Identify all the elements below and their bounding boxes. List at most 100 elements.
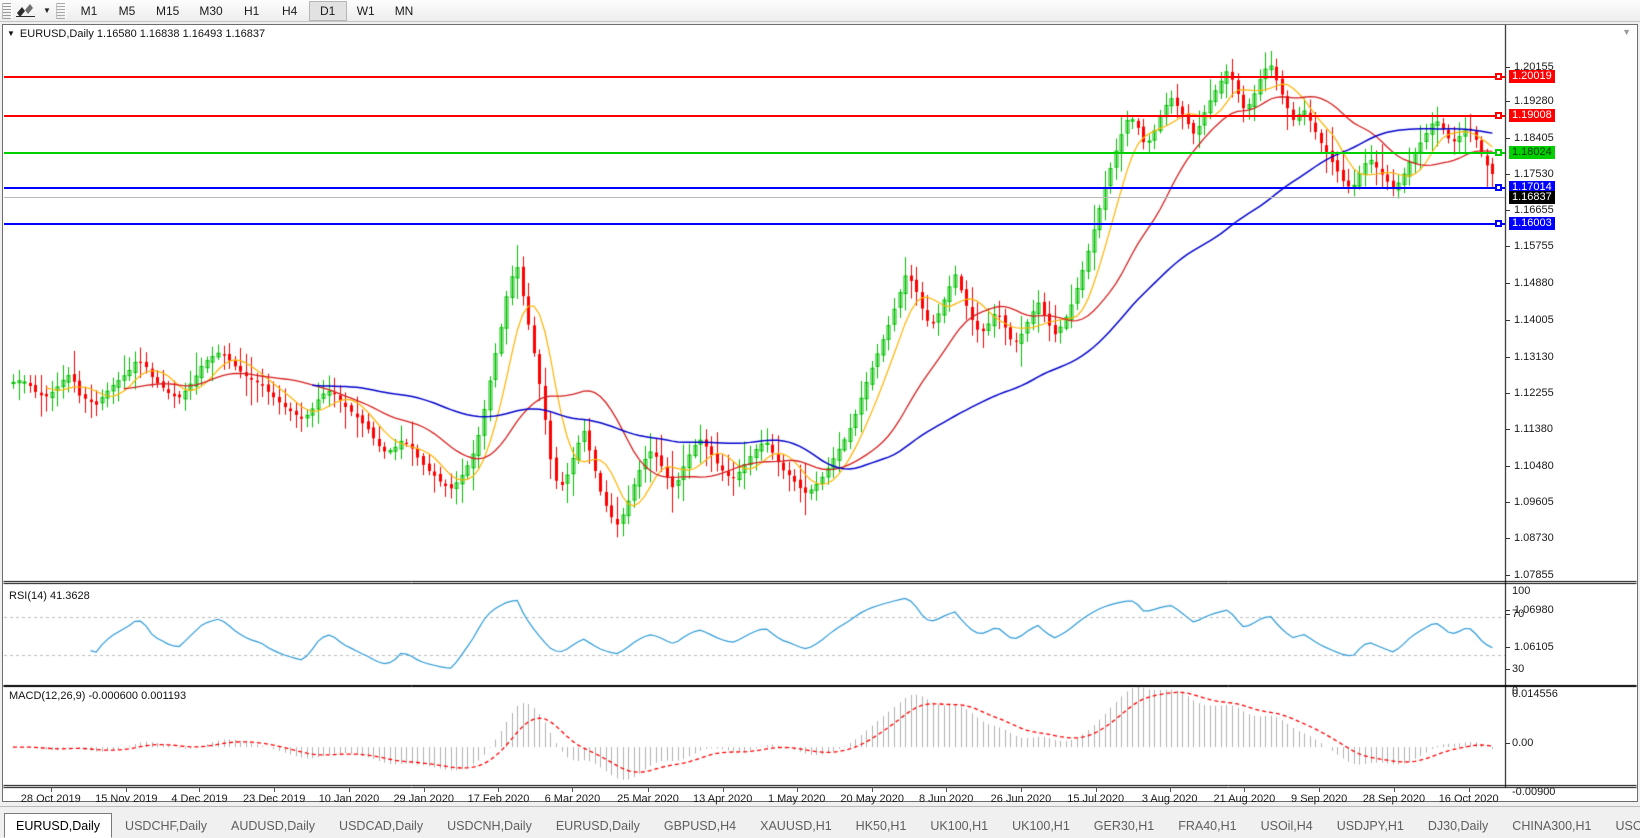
price-tick-mark (1506, 393, 1510, 394)
current-price-line (4, 197, 1505, 198)
date-tick-mark (1468, 787, 1470, 792)
horizontal-level-line[interactable] (4, 187, 1505, 189)
price-tick-label: 1.15755 (1514, 240, 1554, 252)
toolbar-separator (56, 2, 66, 19)
date-tick-mark (1244, 787, 1246, 792)
chart-tab-4[interactable]: USDCNH,Daily (447, 819, 532, 833)
rsi-tick-label: 100 (1512, 585, 1531, 597)
timeframe-button-d1[interactable]: D1 (308, 0, 347, 21)
rsi-tick-label: 0 (1512, 685, 1519, 697)
chart-tab-5[interactable]: EURUSD,Daily (555, 819, 640, 833)
price-tick-label: 1.07855 (1514, 569, 1554, 581)
chart-tab-16[interactable]: CHINA300,H1 (1512, 819, 1592, 833)
chart-tab-12[interactable]: FRA40,H1 (1178, 819, 1237, 833)
horizontal-level-line[interactable] (4, 76, 1505, 78)
horizontal-level-line[interactable] (4, 115, 1505, 117)
chart-tab-9[interactable]: UK100,H1 (930, 819, 989, 833)
timeframe-button-mn[interactable]: MN (394, 3, 414, 18)
chart-tab-8[interactable]: HK50,H1 (855, 819, 907, 833)
timeframe-button-m15[interactable]: M15 (156, 3, 180, 18)
level-price-tag[interactable]: 1.20019 (1509, 70, 1555, 83)
date-axis-label: 16 Oct 2020 (1438, 793, 1499, 805)
level-price-tag[interactable]: 1.17014 (1509, 181, 1555, 194)
date-tick-mark (1095, 787, 1097, 792)
level-price-tag[interactable]: 1.18024 (1509, 146, 1555, 159)
date-axis-label: 9 Sep 2020 (1291, 793, 1348, 805)
chart-canvas-area[interactable]: ▼ EURUSD,Daily 1.16580 1.16838 1.16493 1… (3, 25, 1637, 805)
date-tick-mark (50, 787, 52, 792)
date-axis-label: 4 Dec 2019 (171, 793, 228, 805)
timeframe-button-h4[interactable]: H4 (282, 3, 298, 18)
date-tick-mark (572, 787, 574, 792)
timeframe-button-w1[interactable]: W1 (356, 3, 375, 18)
date-axis-label: 1 May 2020 (767, 793, 826, 805)
rsi-tick-mark (1506, 669, 1510, 670)
price-tick-mark (1506, 502, 1510, 503)
indicators-icon[interactable] (14, 2, 40, 20)
price-tick-mark (1506, 538, 1510, 539)
level-line-handle[interactable] (1495, 184, 1502, 191)
price-tick-label: 1.06980 (1514, 604, 1554, 616)
timeframe-button-m30[interactable]: M30 (199, 3, 223, 18)
rsi-tick-label: 70 (1512, 608, 1525, 620)
chart-tab-6[interactable]: GBPUSD,H4 (663, 819, 737, 833)
chart-tab-13[interactable]: USOil,H4 (1260, 819, 1313, 833)
chart-overlay-layer: 1.20155 1.19280 1.18405 1.17530 1.16655 1.157… (3, 25, 1637, 805)
price-chart-canvas[interactable] (3, 25, 1637, 801)
date-axis-label: 17 Feb 2020 (467, 793, 530, 805)
chart-tab-17[interactable]: USOil,H1 (1615, 819, 1640, 833)
level-line-handle[interactable] (1495, 220, 1502, 227)
chart-tab-7[interactable]: XAUUSD,H1 (760, 819, 832, 833)
chart-tab-11[interactable]: GER30,H1 (1093, 819, 1155, 833)
chart-scroll-indicator[interactable]: ▼ (1622, 27, 1631, 37)
macd-tick-label: -0.00900 (1512, 786, 1556, 798)
price-tick-label: 1.16655 (1514, 204, 1554, 216)
level-line-handle[interactable] (1495, 73, 1502, 80)
level-price-tag[interactable]: 1.16003 (1509, 217, 1555, 230)
timeframe-button-m1[interactable]: M1 (80, 3, 98, 18)
timeframe-button-m5[interactable]: M5 (118, 3, 136, 18)
price-tick-mark (1506, 283, 1510, 284)
price-tick-mark (1506, 246, 1510, 247)
chart-tab-14[interactable]: USDJPY,H1 (1336, 819, 1404, 833)
price-tick-label: 1.08730 (1514, 532, 1554, 544)
price-tick-label: 1.20155 (1514, 61, 1554, 73)
chart-tab-15[interactable]: DJ30,Daily (1427, 819, 1489, 833)
rsi-tick-mark (1506, 614, 1510, 615)
horizontal-level-line[interactable] (4, 223, 1505, 225)
price-tick-mark (1506, 466, 1510, 467)
rsi-tick-label: 30 (1512, 663, 1525, 675)
chevron-down-icon[interactable]: ▼ (43, 6, 51, 15)
toolbar-grip[interactable] (2, 2, 12, 19)
timeframe-button-h1[interactable]: H1 (244, 3, 260, 18)
date-axis-label: 29 Jan 2020 (393, 793, 454, 805)
horizontal-level-line[interactable] (4, 152, 1505, 154)
price-tick-mark (1506, 610, 1510, 611)
price-tick-mark (1506, 138, 1510, 139)
chart-tab-0[interactable]: EURUSD,Daily (4, 813, 113, 838)
price-tick-label: 1.10480 (1514, 460, 1554, 472)
chart-tab-3[interactable]: USDCAD,Daily (339, 819, 424, 833)
timeframe-button-group: M1 M5 M15 M30 H1 H4 D1 W1 MN (70, 0, 423, 21)
date-axis-label: 21 Aug 2020 (1213, 793, 1276, 805)
date-axis-label: 10 Jan 2020 (318, 793, 380, 805)
collapse-triangle-icon[interactable]: ▼ (7, 29, 15, 38)
chart-tab-1[interactable]: USDCHF,Daily (125, 819, 207, 833)
level-line-handle[interactable] (1495, 149, 1502, 156)
date-tick-mark (796, 787, 798, 792)
date-tick-mark (872, 787, 874, 792)
chart-symbol-header: ▼ EURUSD,Daily 1.16580 1.16838 1.16493 1… (7, 27, 265, 41)
level-price-tag[interactable]: 1.19008 (1509, 109, 1555, 122)
date-tick-mark (274, 787, 276, 792)
date-tick-mark (348, 787, 350, 792)
price-tick-label: 1.17530 (1514, 168, 1554, 180)
date-tick-mark (1319, 787, 1321, 792)
price-tick-mark (1506, 647, 1510, 648)
level-line-handle[interactable] (1495, 112, 1502, 119)
macd-tick-mark (1506, 743, 1510, 744)
chart-window[interactable]: ▼ EURUSD,Daily 1.16580 1.16838 1.16493 1… (2, 24, 1638, 805)
chart-tab-2[interactable]: AUDUSD,Daily (231, 819, 316, 833)
chart-tab-10[interactable]: UK100,H1 (1012, 819, 1070, 833)
date-tick-mark (423, 787, 425, 792)
